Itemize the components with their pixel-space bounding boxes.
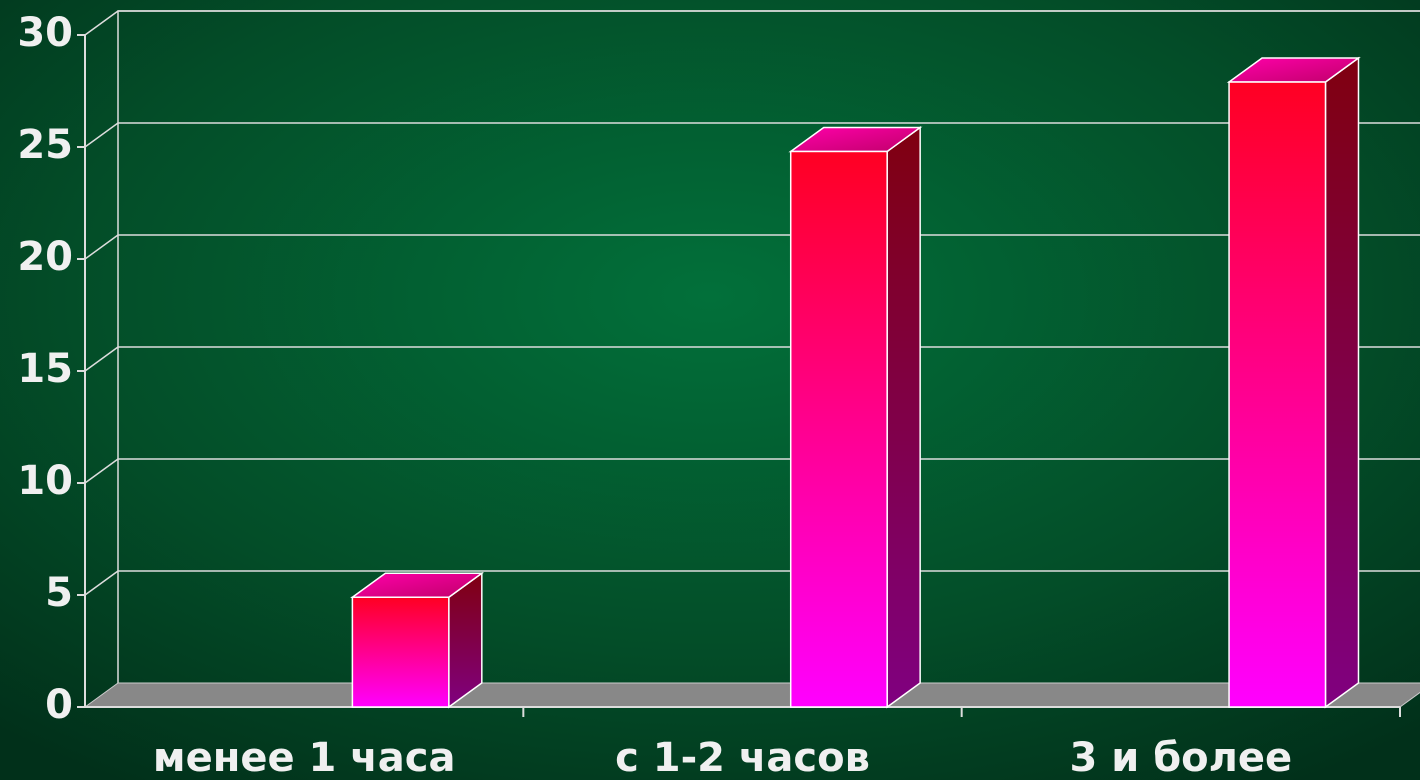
x-tick-label: с 1-2 часов bbox=[615, 735, 870, 780]
grid-line bbox=[84, 458, 119, 484]
bar bbox=[789, 150, 888, 708]
grid-line bbox=[84, 570, 119, 596]
y-tick-label: 30 bbox=[17, 10, 73, 56]
bar bbox=[351, 596, 450, 708]
floor bbox=[83, 682, 1420, 708]
y-tick-label: 20 bbox=[17, 234, 73, 280]
x-tick-label: менее 1 часа bbox=[153, 735, 456, 780]
y-tick-label: 15 bbox=[17, 346, 73, 392]
grid-line bbox=[84, 234, 119, 260]
bar bbox=[1228, 81, 1327, 708]
grid-line bbox=[84, 346, 119, 372]
y-tick-label: 0 bbox=[45, 682, 73, 728]
bar-side bbox=[886, 126, 921, 709]
y-tick-label: 10 bbox=[17, 458, 73, 504]
bar-side bbox=[1324, 56, 1360, 709]
grid-line bbox=[84, 10, 119, 36]
y-tick-label: 5 bbox=[45, 570, 73, 616]
y-tick-label: 25 bbox=[17, 122, 73, 168]
grid-line bbox=[84, 122, 119, 148]
x-tick-label: 3 и более bbox=[1069, 735, 1292, 780]
